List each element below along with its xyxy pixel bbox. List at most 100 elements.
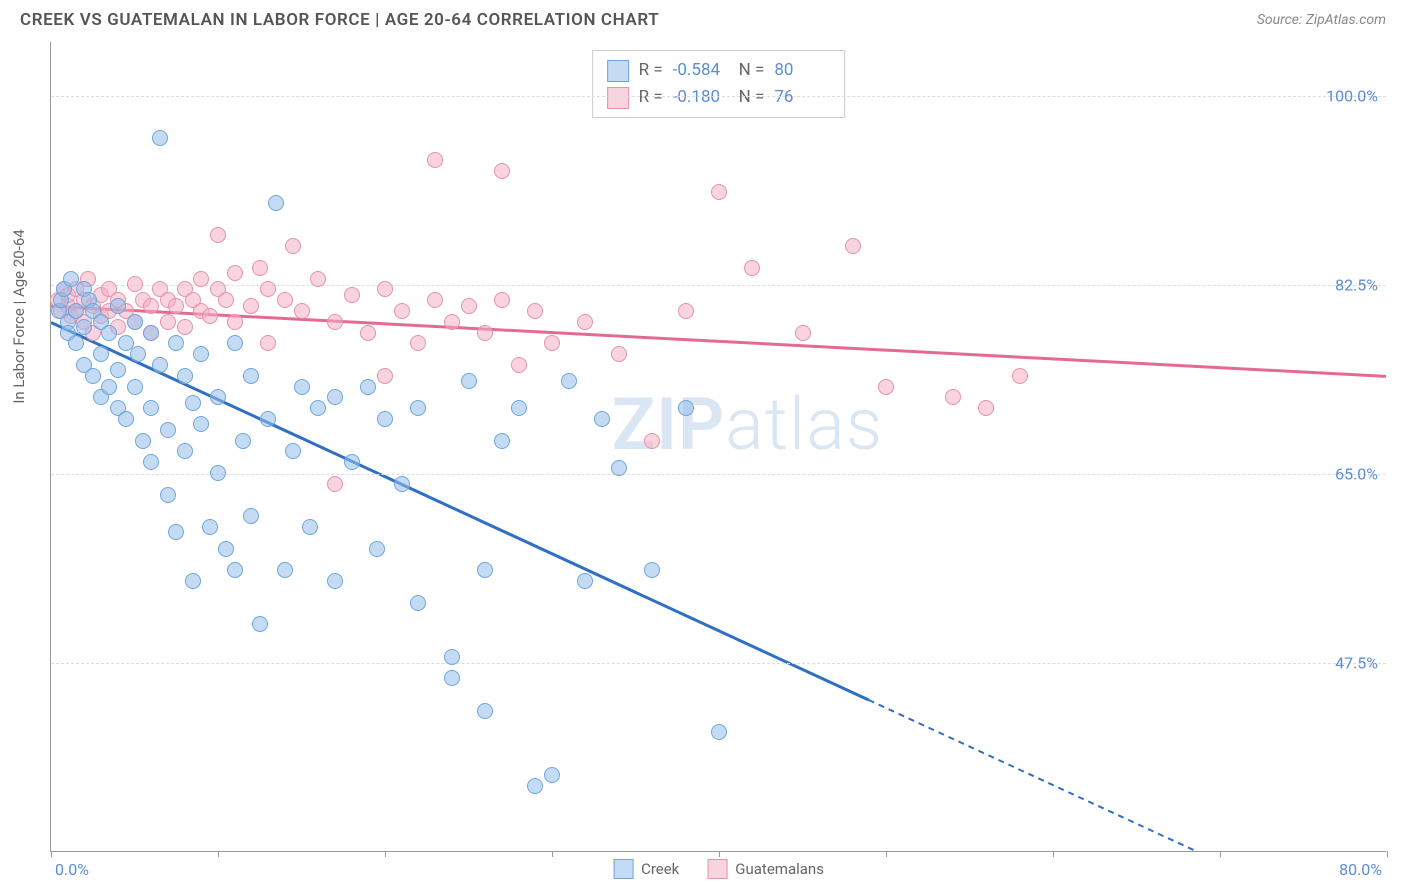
scatter-point-guat [394,303,410,319]
scatter-point-creek [135,433,151,449]
scatter-point-guat [511,357,527,373]
scatter-point-guat [444,314,460,330]
scatter-point-guat [193,271,209,287]
y-tick-label: 82.5% [1335,276,1378,295]
scatter-point-guat [978,400,994,416]
scatter-point-creek [377,411,393,427]
scatter-point-creek [85,368,101,384]
creek-trend-dash [869,700,1219,851]
scatter-point-guat [678,303,694,319]
r-label: R = [639,57,663,84]
scatter-point-guat [644,433,660,449]
scatter-point-guat [945,389,961,405]
scatter-point-creek [577,573,593,589]
scatter-point-creek [193,346,209,362]
scatter-point-creek [210,389,226,405]
scatter-point-creek [644,562,660,578]
scatter-point-creek [360,379,376,395]
stats-row-creek: R = -0.584 N = 80 [607,57,831,84]
scatter-point-creek [76,319,92,335]
scatter-point-guat [210,227,226,243]
legend-item-creek: Creek [613,859,679,879]
scatter-point-creek [477,703,493,719]
y-axis-title: In Labor Force | Age 20-64 [10,229,28,403]
scatter-point-creek [210,465,226,481]
scatter-point-creek [227,335,243,351]
scatter-point-creek [193,416,209,432]
x-tick [51,851,52,857]
creek-swatch-icon [613,859,633,879]
y-tick-label: 100.0% [1326,87,1378,106]
n-label: N = [739,84,765,111]
guat-swatch-icon [707,859,727,879]
scatter-point-creek [561,373,577,389]
scatter-point-guat [168,298,184,314]
scatter-point-creek [711,724,727,740]
gridline [51,663,1386,664]
x-tick [1053,851,1054,857]
scatter-point-guat [160,314,176,330]
guat-r-value: -0.180 [673,84,729,111]
gridline [51,474,1386,475]
scatter-point-creek [218,541,234,557]
scatter-point-creek [127,379,143,395]
x-axis-min-label: 0.0% [55,860,89,879]
scatter-point-guat [744,260,760,276]
scatter-point-guat [461,298,477,314]
legend-item-guat: Guatemalans [707,859,824,879]
scatter-point-creek [444,649,460,665]
scatter-point-guat [494,163,510,179]
scatter-point-creek [302,519,318,535]
scatter-point-guat [344,287,360,303]
scatter-point-guat [494,292,510,308]
scatter-point-creek [260,411,276,427]
scatter-point-creek [101,379,117,395]
scatter-point-creek [227,562,243,578]
creek-swatch-icon [607,60,629,82]
scatter-point-guat [243,298,259,314]
scatter-point-guat [143,298,159,314]
scatter-point-creek [678,400,694,416]
r-label: R = [639,84,663,111]
scatter-point-creek [143,325,159,341]
scatter-point-guat [577,314,593,330]
scatter-point-guat [252,260,268,276]
scatter-point-creek [160,422,176,438]
y-tick-label: 47.5% [1335,654,1378,673]
scatter-point-creek [394,476,410,492]
scatter-point-guat [878,379,894,395]
scatter-point-creek [327,389,343,405]
scatter-point-creek [369,541,385,557]
scatter-point-creek [110,362,126,378]
scatter-point-creek [444,670,460,686]
chart-title: CREEK VS GUATEMALAN IN LABOR FORCE | AGE… [20,10,659,30]
scatter-point-creek [143,454,159,470]
watermark: ZIPatlas [612,382,884,467]
scatter-point-guat [795,325,811,341]
scatter-point-creek [127,314,143,330]
scatter-point-guat [410,335,426,351]
x-tick [385,851,386,857]
scatter-point-creek [294,379,310,395]
scatter-point-guat [177,319,193,335]
scatter-point-creek [168,335,184,351]
scatter-point-creek [285,443,301,459]
scatter-point-guat [377,368,393,384]
scatter-point-guat [360,325,376,341]
n-label: N = [739,57,765,84]
scatter-point-creek [268,195,284,211]
scatter-point-guat [218,292,234,308]
scatter-point-creek [152,357,168,373]
scatter-point-guat [260,335,276,351]
scatter-point-creek [68,335,84,351]
scatter-point-guat [477,325,493,341]
creek-n-value: 80 [774,57,830,84]
scatter-point-guat [202,308,218,324]
x-axis-max-label: 80.0% [1339,860,1382,879]
scatter-point-creek [477,562,493,578]
scatter-point-creek [160,487,176,503]
scatter-point-creek [177,443,193,459]
scatter-point-creek [527,778,543,794]
x-tick [218,851,219,857]
bottom-legend: Creek Guatemalans [613,859,824,879]
